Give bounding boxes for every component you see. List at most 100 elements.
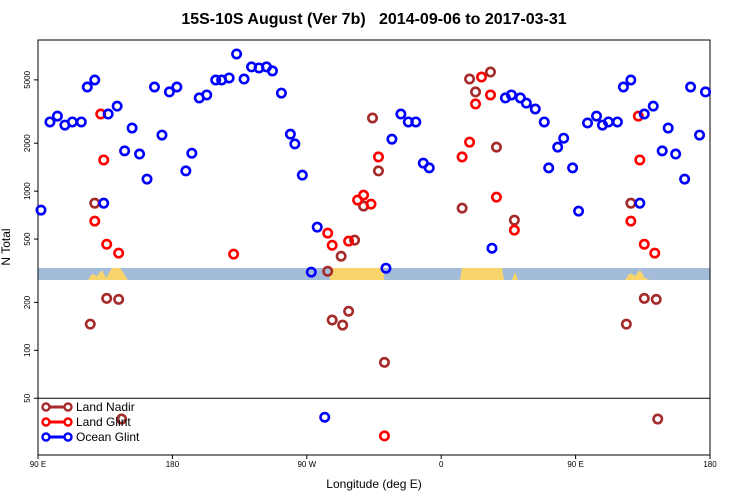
legend-marker (63, 402, 73, 412)
legend-marker (41, 402, 51, 412)
point (558, 132, 570, 144)
point (98, 154, 110, 166)
point (650, 293, 662, 305)
point (634, 197, 646, 209)
point (505, 89, 517, 101)
point (625, 74, 637, 86)
point (652, 413, 664, 425)
point (266, 65, 278, 77)
point (44, 116, 56, 128)
point (538, 116, 550, 128)
y-tick-label: 5000 (23, 70, 32, 88)
point (126, 122, 138, 134)
y-tick-label: 2000 (23, 134, 32, 152)
point (116, 413, 128, 425)
point (634, 154, 646, 166)
point (647, 100, 659, 112)
point (289, 138, 301, 150)
point (486, 242, 498, 254)
point (464, 136, 476, 148)
point (180, 165, 192, 177)
point (75, 116, 87, 128)
chart-title: 15S-10S August (Ver 7b) 2014-09-06 to 20… (181, 11, 566, 28)
x-axis-label: Longitude (deg E) (326, 477, 421, 491)
legend-marker (41, 432, 51, 442)
point (490, 141, 502, 153)
point (508, 224, 520, 236)
point (694, 129, 706, 141)
point (625, 215, 637, 227)
point (520, 97, 532, 109)
point (410, 116, 422, 128)
point (470, 86, 482, 98)
point (620, 318, 632, 330)
point (102, 108, 114, 120)
point (380, 262, 392, 274)
land-patch (460, 268, 504, 280)
point (81, 81, 93, 93)
point (378, 430, 390, 442)
point (326, 314, 338, 326)
point (343, 235, 355, 247)
point (638, 238, 650, 250)
land-patch (330, 268, 384, 280)
land-ocean-strip (38, 268, 710, 280)
point (98, 197, 110, 209)
point (358, 189, 370, 201)
point (35, 204, 47, 216)
point (201, 89, 213, 101)
point (231, 48, 243, 60)
point (343, 305, 355, 317)
point (367, 112, 379, 124)
point (89, 197, 101, 209)
point (638, 108, 650, 120)
point (476, 71, 488, 83)
x-tick-label: 0 (439, 460, 444, 469)
y-tick-label: 500 (23, 232, 32, 246)
point (632, 110, 644, 122)
point (51, 110, 63, 122)
point (89, 74, 101, 86)
point (685, 81, 697, 93)
point (662, 122, 674, 134)
point (378, 356, 390, 368)
point (238, 73, 250, 85)
point (638, 292, 650, 304)
point (670, 148, 682, 160)
point (134, 148, 146, 160)
x-tick-label: 90 E (30, 460, 46, 469)
point (372, 165, 384, 177)
point (529, 103, 541, 115)
point (223, 72, 235, 84)
y-tick-label: 200 (23, 295, 32, 309)
point (470, 98, 482, 110)
point (311, 221, 323, 233)
land-patch (512, 272, 518, 280)
point (484, 66, 496, 78)
point (101, 292, 113, 304)
legend-label: Land Nadir (76, 400, 135, 414)
x-tick-label: 180 (166, 460, 180, 469)
point (490, 191, 502, 203)
point (228, 248, 240, 260)
point (305, 266, 317, 278)
point (119, 145, 131, 157)
y-tick-label: 50 (23, 393, 32, 402)
point (66, 116, 78, 128)
point (552, 141, 564, 153)
point (163, 86, 175, 98)
point (372, 151, 384, 163)
point (113, 293, 125, 305)
point (611, 116, 623, 128)
point (656, 145, 668, 157)
point (582, 117, 594, 129)
land-patch (88, 268, 128, 280)
point (679, 173, 691, 185)
point (602, 116, 614, 128)
x-tick-label: 90 E (567, 460, 583, 469)
point (591, 110, 603, 122)
point (111, 100, 123, 112)
point (349, 234, 361, 246)
point (322, 227, 334, 239)
point (101, 238, 113, 250)
